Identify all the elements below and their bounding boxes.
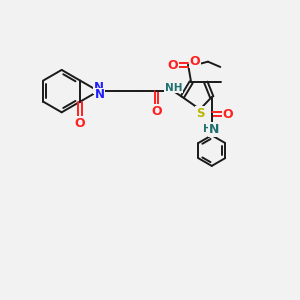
Text: O: O	[168, 59, 178, 72]
Text: O: O	[151, 105, 162, 118]
Text: NH: NH	[165, 82, 182, 93]
Text: N: N	[208, 123, 219, 136]
Text: O: O	[223, 108, 233, 121]
Text: N: N	[95, 88, 105, 101]
Text: H: H	[203, 124, 212, 134]
Text: O: O	[75, 117, 85, 130]
Text: S: S	[196, 107, 204, 120]
Text: N: N	[94, 81, 104, 94]
Text: O: O	[190, 55, 200, 68]
